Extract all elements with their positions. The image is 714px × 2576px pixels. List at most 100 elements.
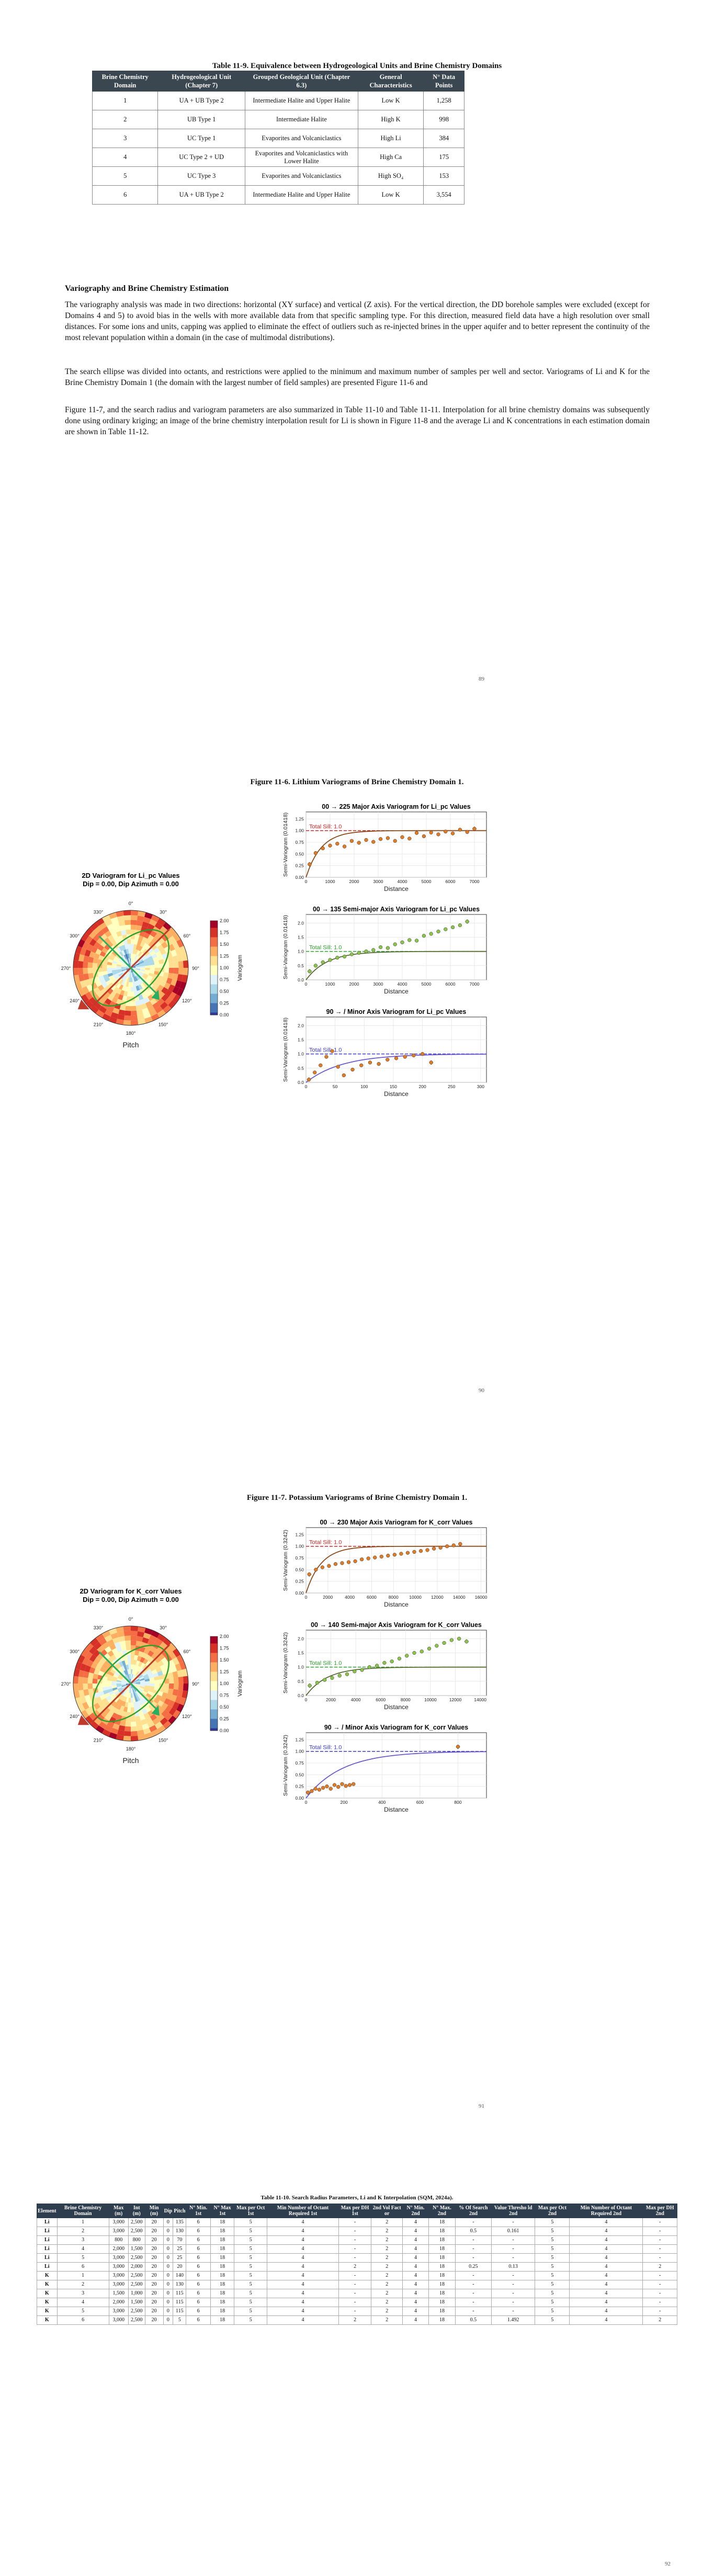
table-cell: 6 [186,2262,211,2272]
table-cell: - [455,2253,492,2263]
table-cell: - [491,2253,536,2263]
heatmap-cell [93,934,100,942]
heatmap-cell [121,965,127,967]
heatmap-cell [139,961,144,964]
heatmap-cell [153,1673,159,1678]
table-cell: Li [37,2262,58,2272]
heatmap-cell [157,1670,163,1676]
heatmap-cell [164,1684,169,1689]
heatmap-cell [93,941,100,949]
heatmap-cell [125,1640,131,1646]
heatmap-cell [141,1670,146,1675]
model-curve [305,1054,487,1083]
hydro-units-table: Brine Chemistry Domain Hydrogeological Un… [92,71,464,205]
variogram-point [330,1049,334,1053]
heatmap-cell [147,1721,155,1728]
table-cell: 2 [642,2315,677,2325]
table-cell: 0 [163,2253,174,2263]
heatmap-cell [119,1700,123,1706]
heatmap-cell [121,1645,127,1651]
y-tick-label: 2.0 [298,1636,304,1641]
heatmap-cell [116,1734,124,1741]
table-cell: 20 [144,2271,164,2280]
variogram-point [373,1555,377,1560]
major-axis-arrow [77,999,89,1010]
heatmap-cell [119,1004,126,1011]
t9-header: Brine Chemistry Domain [92,71,158,92]
heatmap-cell [116,969,122,972]
polar-subtitle: Dip = 0.00, Dip Azimuth = 0.00 [83,1596,179,1603]
heatmap-cell [123,939,128,945]
heatmap-cell [176,1703,184,1712]
heatmap-cell [118,1651,123,1657]
heatmap-cell [92,963,98,968]
heatmap-cell [122,1691,126,1696]
heatmap-cell [142,948,148,955]
heatmap-cell [122,970,127,974]
heatmap-cell [147,923,155,931]
heatmap-cell [133,1659,137,1665]
search-radius-table: Element Brine Chemistry Domain Max (m) Int … [37,2204,677,2325]
colorbar-segment [210,944,218,947]
variogram-point [457,1636,461,1641]
table-cell: 115 [173,2289,187,2298]
heatmap-cell [168,1700,175,1708]
x-axis-label: Distance [384,1090,409,1098]
heatmap-cell [111,979,118,985]
heatmap-cell [116,988,122,995]
heatmap-cell [121,1684,127,1686]
heatmap-cell [146,1693,152,1698]
heatmap-cell [137,1014,145,1020]
heatmap-cell [135,1716,141,1722]
heatmap-cell [139,971,144,975]
heatmap-cell [121,950,126,956]
heatmap-cell [86,1659,94,1667]
table-cell: 2 [371,2227,403,2236]
variogram-point [350,1067,355,1072]
table-cell: 4 [569,2253,643,2263]
table-cell: 20 [144,2235,164,2245]
heatmap-cell [123,1631,131,1636]
heatmap-cell [128,1664,131,1669]
table-cell: 140 [173,2271,187,2280]
table-cell: 1,258 [423,91,464,110]
t10-header: Max per DH 2nd [642,2204,677,2218]
sill-label: Total Sill: 1.0 [309,824,342,830]
heatmap-cell [143,1689,149,1693]
table-cell: Intermediate Halite and Upper Halite [245,185,358,205]
heatmap-cell [123,949,127,955]
table-cell: - [455,2271,492,2280]
heatmap-cell [104,937,110,944]
heatmap-cell [114,981,119,987]
heatmap-cell [154,1005,163,1014]
table-cell: 130 [173,2280,187,2289]
table-cell: Li [37,2253,58,2263]
t9-header: Grouped Geological Unit (Chapter 6.3) [245,71,358,92]
colorbar-border [210,920,218,1015]
heatmap-cell [135,1684,141,1686]
heatmap-cell [114,975,120,980]
plot-area [305,1016,487,1083]
polar-subtitle: Dip = 0.00, Dip Azimuth = 0.00 [83,880,179,888]
variogram-point [399,1552,403,1556]
heatmap-cell [90,1662,98,1669]
heatmap-cell [171,979,177,987]
heatmap-cell [150,998,157,1005]
heatmap-cell [119,925,126,931]
table-cell: 1,000 [128,2289,145,2298]
heatmap-cell [133,1702,137,1708]
heatmap-cell [155,951,162,957]
x-tick-label: 0 [305,1800,308,1805]
heatmap-cell [121,1681,127,1683]
model-curve [305,1545,486,1594]
heatmap-cell [151,1013,160,1021]
table-cell: 4 [569,2280,643,2289]
table-cell: 2,500 [128,2271,145,2280]
heatmap-cell [136,1666,141,1671]
table-cell: 0 [163,2271,174,2280]
table-cell: 0.13 [491,2262,536,2272]
heatmap-cell [135,1680,140,1682]
heatmap-cell [125,976,129,982]
heatmap-cell [110,939,117,945]
